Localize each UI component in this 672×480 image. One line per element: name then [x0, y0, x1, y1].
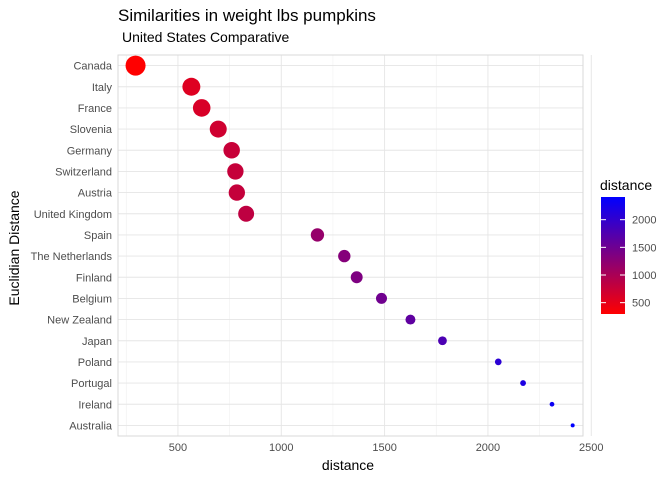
- y-tick-label: Portugal: [71, 378, 112, 390]
- y-tick-label: Ireland: [78, 399, 112, 411]
- x-tick-label: 1000: [269, 442, 293, 454]
- x-tick-label: 2000: [476, 442, 500, 454]
- data-point: [223, 142, 240, 159]
- data-point: [209, 120, 227, 138]
- y-axis-title: Euclidian Distance: [6, 190, 22, 305]
- y-tick-label: Italy: [92, 82, 113, 94]
- x-axis-title: distance: [322, 457, 374, 473]
- legend-tick-label: 500: [632, 298, 650, 310]
- legend-colorbar: [601, 197, 625, 314]
- panel-border: [117, 54, 584, 437]
- y-tick-label: Belgium: [72, 293, 112, 305]
- y-tick-label: Germany: [67, 145, 113, 157]
- data-point: [238, 205, 255, 222]
- legend-tick-label: 1000: [632, 270, 656, 282]
- legend-title: distance: [600, 177, 652, 193]
- y-tick-label: France: [78, 103, 112, 115]
- y-tick-label: Austria: [78, 188, 113, 200]
- data-point: [494, 358, 502, 366]
- data-point: [570, 423, 575, 428]
- data-point: [376, 292, 387, 304]
- data-point: [549, 401, 555, 407]
- y-tick-label: Canada: [73, 61, 112, 73]
- legend-tick-label: 2000: [632, 215, 656, 227]
- chart-title: Similarities in weight lbs pumpkins: [118, 6, 376, 25]
- y-tick-label: New Zealand: [47, 315, 112, 327]
- x-tick-label: 1500: [372, 442, 396, 454]
- color-legend: distance 500 1000 1500 2000: [600, 177, 656, 314]
- data-point: [227, 163, 244, 180]
- data-point: [438, 336, 447, 346]
- data-point: [350, 271, 363, 284]
- data-point: [182, 77, 201, 96]
- y-tick-label: Japan: [82, 336, 112, 348]
- y-tick-label: Spain: [84, 230, 112, 242]
- data-point: [125, 55, 146, 76]
- x-tick-label: 2500: [579, 442, 603, 454]
- data-point: [310, 228, 325, 242]
- y-tick-label: Poland: [78, 357, 112, 369]
- plot-panel: 500 1000 1500 2000 2500 Canada Italy France Slov…: [31, 54, 604, 454]
- legend-tick-label: 1500: [632, 242, 656, 254]
- data-point: [520, 380, 526, 386]
- y-tick-label: Finland: [76, 272, 112, 284]
- y-tick-label: Australia: [69, 420, 113, 432]
- y-tick-label: Switzerland: [55, 166, 112, 178]
- chart-subtitle: United States Comparative: [122, 29, 290, 45]
- data-point: [228, 184, 245, 201]
- x-tick-label: 500: [169, 442, 187, 454]
- data-point: [338, 249, 351, 263]
- legend-ticks: 500 1000 1500 2000: [601, 215, 656, 310]
- y-tick-label: The Netherlands: [31, 251, 113, 263]
- y-tick-label: Slovenia: [70, 124, 113, 136]
- data-point: [405, 314, 416, 325]
- y-tick-label: United Kingdom: [34, 209, 112, 221]
- data-point: [192, 99, 211, 117]
